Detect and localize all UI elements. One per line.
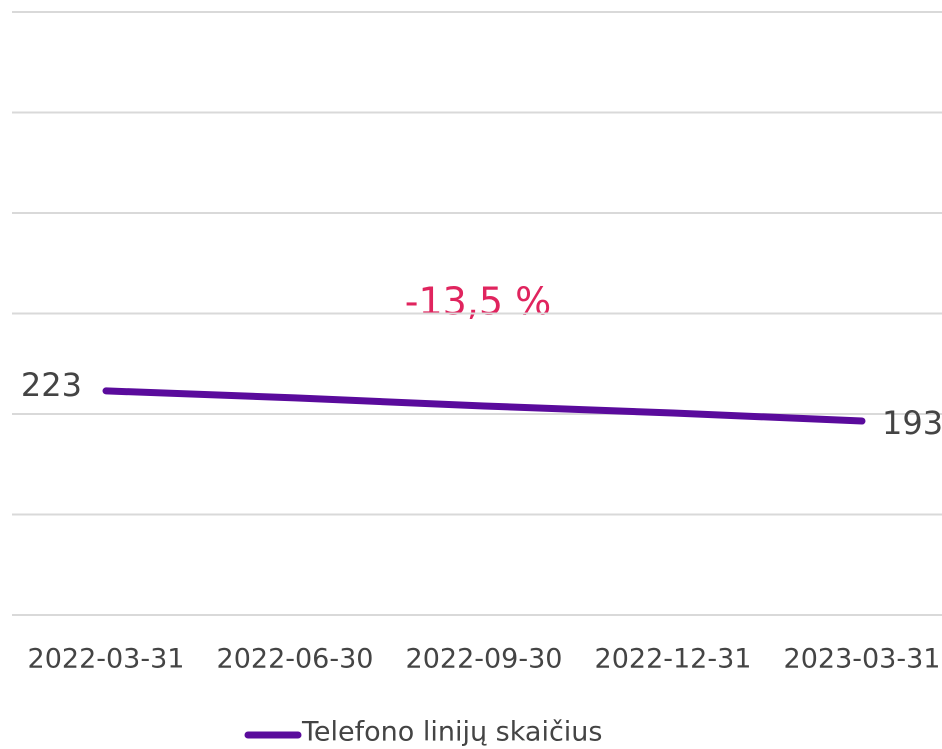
line — [102, 387, 866, 425]
x-tick-label: 2022-06-30 — [217, 644, 374, 675]
annotation: -13,5 % — [405, 280, 552, 324]
data-label: 193 — [882, 404, 942, 442]
legend-label: Telefono linijų skaičius — [301, 717, 602, 748]
x-tick-label: 2022-03-31 — [28, 644, 185, 675]
x-tick-label: 2022-09-30 — [406, 644, 563, 675]
x-tick-label: 2023-03-31 — [784, 644, 941, 675]
x-tick-label: 2022-12-31 — [595, 644, 752, 675]
data-label: 223 — [21, 366, 82, 404]
